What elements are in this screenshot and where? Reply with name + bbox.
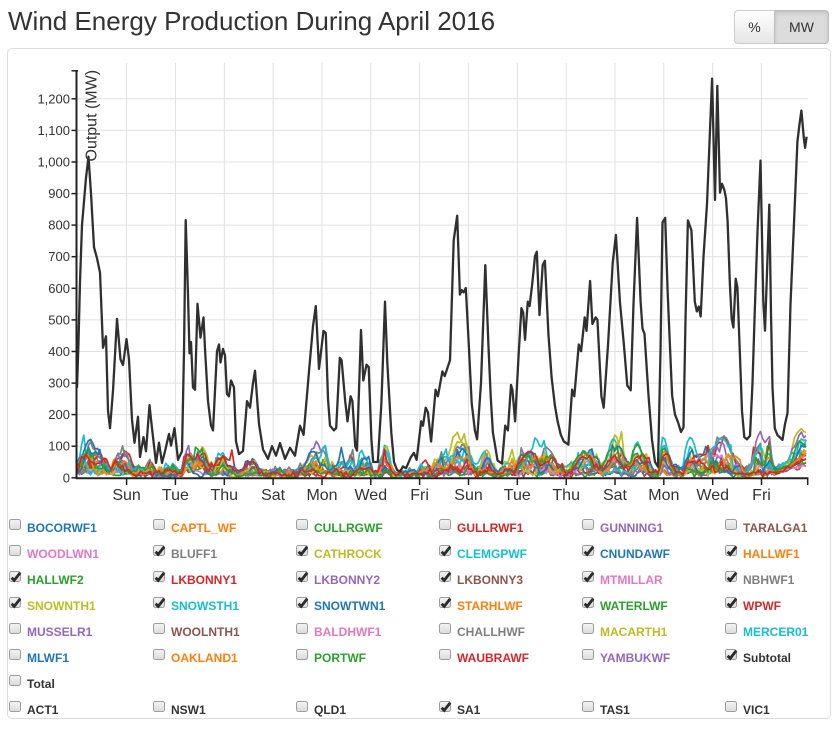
svg-text:1,100: 1,100 (37, 123, 70, 138)
svg-text:1,000: 1,000 (37, 155, 70, 170)
svg-text:Thu: Thu (211, 487, 239, 504)
svg-text:Tue: Tue (162, 487, 189, 504)
svg-text:Wed: Wed (696, 487, 729, 504)
svg-text:Mon: Mon (306, 487, 337, 504)
svg-text:Fri: Fri (410, 487, 429, 504)
svg-text:Mon: Mon (648, 487, 679, 504)
svg-text:100: 100 (48, 439, 70, 454)
svg-text:Sat: Sat (603, 487, 628, 504)
svg-text:Thu: Thu (552, 487, 580, 504)
svg-text:Wed: Wed (354, 487, 387, 504)
svg-text:Sat: Sat (261, 487, 286, 504)
svg-text:500: 500 (48, 312, 70, 327)
svg-text:1,200: 1,200 (37, 91, 70, 106)
svg-text:800: 800 (48, 218, 70, 233)
svg-text:900: 900 (48, 186, 70, 201)
svg-text:300: 300 (48, 376, 70, 391)
svg-text:Sun: Sun (112, 487, 140, 504)
svg-text:600: 600 (48, 281, 70, 296)
svg-text:0: 0 (63, 470, 70, 485)
svg-text:Output (MW): Output (MW) (84, 70, 101, 162)
svg-text:700: 700 (48, 249, 70, 264)
svg-text:200: 200 (48, 407, 70, 422)
svg-text:Tue: Tue (504, 487, 531, 504)
svg-text:400: 400 (48, 344, 70, 359)
svg-text:Sun: Sun (454, 487, 482, 504)
svg-text:Fri: Fri (752, 487, 771, 504)
